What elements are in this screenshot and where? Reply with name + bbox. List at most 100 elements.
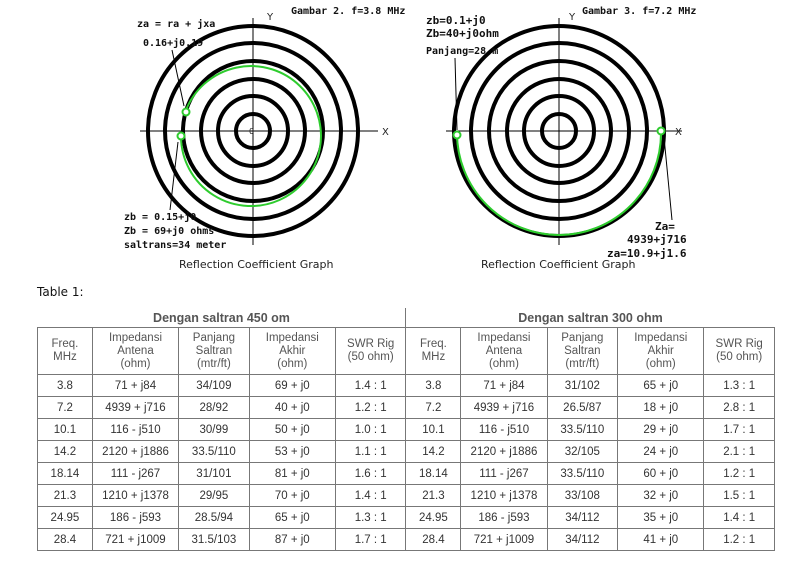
table-cell: 34/112	[546, 528, 619, 551]
label-za-ohms: 4939+j716	[627, 233, 687, 246]
column-header: Impedansi Antena (ohm)	[91, 327, 180, 375]
table-cell: 29/95	[178, 484, 250, 507]
table-cell: 26.5/87	[546, 396, 619, 419]
table-cell: 1.3 : 1	[703, 374, 775, 397]
table-cell: 14.2	[37, 440, 93, 463]
table-cell: 721 + j1009	[460, 528, 548, 551]
table-row: 7.2 4939 + j716 28/92 40 + j0 1.2 : 1 7.2 4939…	[37, 396, 775, 419]
table-cell: 40 + j0	[248, 396, 336, 419]
figure-2-caption: Reflection Coefficient Graph	[179, 258, 333, 271]
table-cell: 10.1	[405, 418, 462, 441]
column-header-line: Impedansi	[108, 331, 163, 344]
column-header-line: (ohm)	[277, 357, 308, 370]
table-cell: 1.2 : 1	[703, 462, 775, 485]
leader-line-zb	[454, 57, 458, 131]
table-cell: 41 + j0	[617, 528, 705, 551]
column-header: Impedansi Akhir (ohm)	[248, 327, 336, 375]
label-zb-normalized: zb=0.1+j0	[426, 14, 486, 27]
table-cell: 60 + j0	[617, 462, 705, 485]
table-cell: 33.5/110	[546, 418, 619, 441]
table-cell: 31/102	[546, 374, 619, 397]
table-cell: 2120 + j1886	[460, 440, 548, 463]
column-header-line: Antena	[485, 344, 523, 357]
table-cell: 1.3 : 1	[334, 506, 407, 529]
column-header-line: Akhir	[279, 344, 306, 357]
y-axis-label: Y	[266, 12, 274, 23]
column-header: Freq. MHz	[405, 327, 462, 375]
group-header-row: Dengan saltran 450 om Dengan saltran 300…	[37, 308, 775, 328]
comparison-table: Dengan saltran 450 om Dengan saltran 300…	[37, 308, 775, 551]
table-cell: 1210 + j1378	[91, 484, 180, 507]
table-cell: 1.4 : 1	[334, 374, 407, 397]
table-cell: 14.2	[405, 440, 462, 463]
table-cell: 1.4 : 1	[703, 506, 775, 529]
table-cell: 2.1 : 1	[703, 440, 775, 463]
label-saltrans-length: saltrans=34 meter	[124, 240, 226, 251]
column-header-line: Impedansi	[477, 331, 531, 344]
table-cell: 2120 + j1886	[91, 440, 180, 463]
column-header: SWR Rig (50 ohm)	[703, 327, 775, 375]
start-point-marker	[452, 130, 462, 140]
table-cell: 31/101	[178, 462, 250, 485]
table-cell: 28.4	[37, 528, 93, 551]
column-header-line: MHz	[421, 351, 446, 363]
label-za-normalized: za=10.9+j1.6	[607, 247, 687, 260]
leader-line-za	[171, 49, 185, 107]
column-header-line: (ohm)	[120, 357, 151, 370]
end-point-marker	[176, 131, 186, 141]
origin-label: 0	[249, 127, 254, 136]
table-cell: 18 + j0	[617, 396, 705, 419]
table-cell: 24.95	[405, 506, 462, 529]
leader-line-zb	[169, 141, 179, 211]
impedance-trace-green	[180, 65, 322, 207]
label-za-header: Za=	[655, 220, 675, 233]
group-header-300: Dengan saltran 300 ohm	[405, 308, 775, 328]
column-header-line: (mtr/ft)	[565, 357, 600, 370]
figure-2: Gambar 2. f=3.8 MHz Y X 0 za = ra + jxa …	[124, 6, 405, 271]
column-header: Impedansi Akhir (ohm)	[617, 327, 705, 375]
table-cell: 34/109	[178, 374, 250, 397]
leader-line-za	[663, 136, 673, 221]
column-header-line: Panjang	[561, 331, 604, 344]
table-cell: 31.5/103	[178, 528, 250, 551]
table-cell: 111 - j267	[460, 462, 548, 485]
column-header: SWR Rig (50 ohm)	[334, 327, 407, 375]
column-header-line: (ohm)	[488, 357, 519, 370]
table-cell: 721 + j1009	[91, 528, 180, 551]
table-cell: 4939 + j716	[91, 396, 180, 419]
table-row: 14.2 2120 + j1886 33.5/110 53 + j0 1.1 : 1 14…	[37, 440, 775, 463]
table-cell: 71 + j84	[460, 374, 548, 397]
table-cell: 32 + j0	[617, 484, 705, 507]
column-header-line: (50 ohm)	[716, 351, 763, 363]
column-header-line: Antena	[117, 344, 154, 357]
table-cell: 28/92	[178, 396, 250, 419]
table-cell: 1.2 : 1	[703, 528, 775, 551]
table-row: 18.14 111 - j267 31/101 81 + j0 1.6 : 1 18.14…	[37, 462, 775, 485]
table-cell: 65 + j0	[248, 506, 336, 529]
label-zb-ohms: Zb = 69+j0 ohms	[124, 225, 214, 237]
column-header-line: Akhir	[647, 344, 674, 357]
table-cell: 70 + j0	[248, 484, 336, 507]
table-cell: 33/108	[546, 484, 619, 507]
figure-2-title: Gambar 2. f=3.8 MHz	[291, 6, 405, 17]
table-cell: 116 - j510	[91, 418, 180, 441]
table-cell: 116 - j510	[460, 418, 548, 441]
column-header-line: Saltran	[195, 344, 233, 357]
column-header-line: MHz	[53, 351, 77, 363]
table-cell: 2.8 : 1	[703, 396, 775, 419]
table-cell: 1.7 : 1	[334, 528, 407, 551]
column-header: Panjang Saltran (mtr/ft)	[178, 327, 250, 375]
table-cell: 29 + j0	[617, 418, 705, 441]
column-header-line: (50 ohm)	[347, 351, 394, 363]
table-cell: 28.5/94	[178, 506, 250, 529]
table-cell: 30/99	[178, 418, 250, 441]
table-cell: 81 + j0	[248, 462, 336, 485]
figure-3-title: Gambar 3. f=7.2 MHz	[582, 6, 696, 17]
x-axis-label: X	[382, 127, 389, 138]
column-header: Impedansi Antena (ohm)	[460, 327, 548, 375]
table-cell: 4939 + j716	[460, 396, 548, 419]
table-cell: 28.4	[405, 528, 462, 551]
table-cell: 32/105	[546, 440, 619, 463]
column-header-row: Freq. MHz Impedansi Antena (ohm) Panjang Saltr…	[37, 327, 775, 375]
column-header-line: Impedansi	[634, 331, 688, 344]
